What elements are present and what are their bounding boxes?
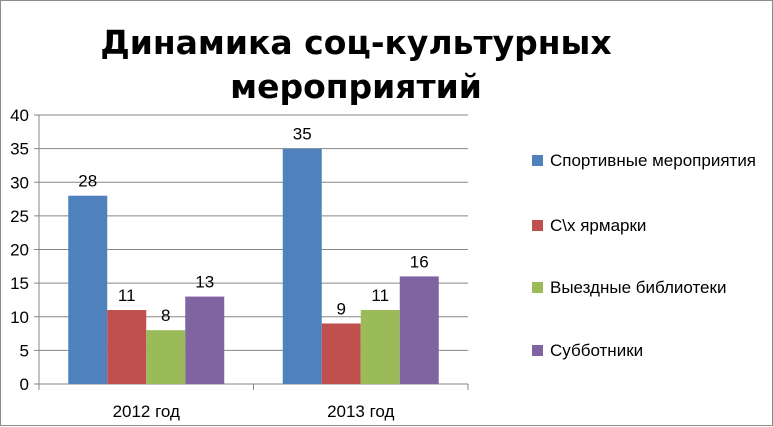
data-label: 8 — [161, 306, 170, 325]
y-tick-label: 10 — [10, 308, 29, 327]
chart-title: Динамика соц-культурных мероприятий — [100, 23, 612, 106]
y-tick-label: 30 — [10, 173, 29, 192]
data-label: 9 — [337, 299, 346, 318]
data-label: 35 — [293, 125, 312, 144]
x-tick-label: 2013 год — [327, 402, 394, 421]
bar — [146, 330, 186, 384]
x-tick-label: 2012 год — [113, 402, 180, 421]
bar — [107, 310, 147, 384]
data-label: 28 — [78, 172, 97, 191]
bar — [282, 148, 322, 384]
data-label: 11 — [118, 286, 136, 305]
bar — [68, 195, 108, 384]
y-tick-label: 20 — [10, 241, 29, 260]
y-tick-label: 40 — [10, 106, 29, 125]
y-tick-label: 15 — [10, 274, 29, 293]
data-label: 13 — [195, 273, 214, 292]
legend-swatch — [532, 220, 543, 231]
legend-swatch — [532, 282, 543, 293]
legend-swatch — [532, 345, 543, 356]
legend-label: Выездные библиотеки — [550, 278, 727, 297]
y-tick-label: 35 — [10, 140, 29, 159]
y-tick-label: 5 — [20, 341, 29, 360]
data-label: 11 — [371, 286, 389, 305]
y-tick-label: 0 — [20, 375, 29, 394]
bar — [360, 310, 400, 384]
data-label: 16 — [410, 252, 429, 271]
y-tick-label: 25 — [10, 207, 29, 226]
bar — [399, 276, 439, 384]
bar — [321, 323, 361, 384]
legend-label: Спортивные мероприятия — [550, 151, 757, 170]
bar — [185, 296, 225, 384]
legend-swatch — [532, 155, 543, 166]
legend-label: Субботники — [550, 341, 644, 360]
legend-label: С\х ярмарки — [550, 216, 647, 235]
